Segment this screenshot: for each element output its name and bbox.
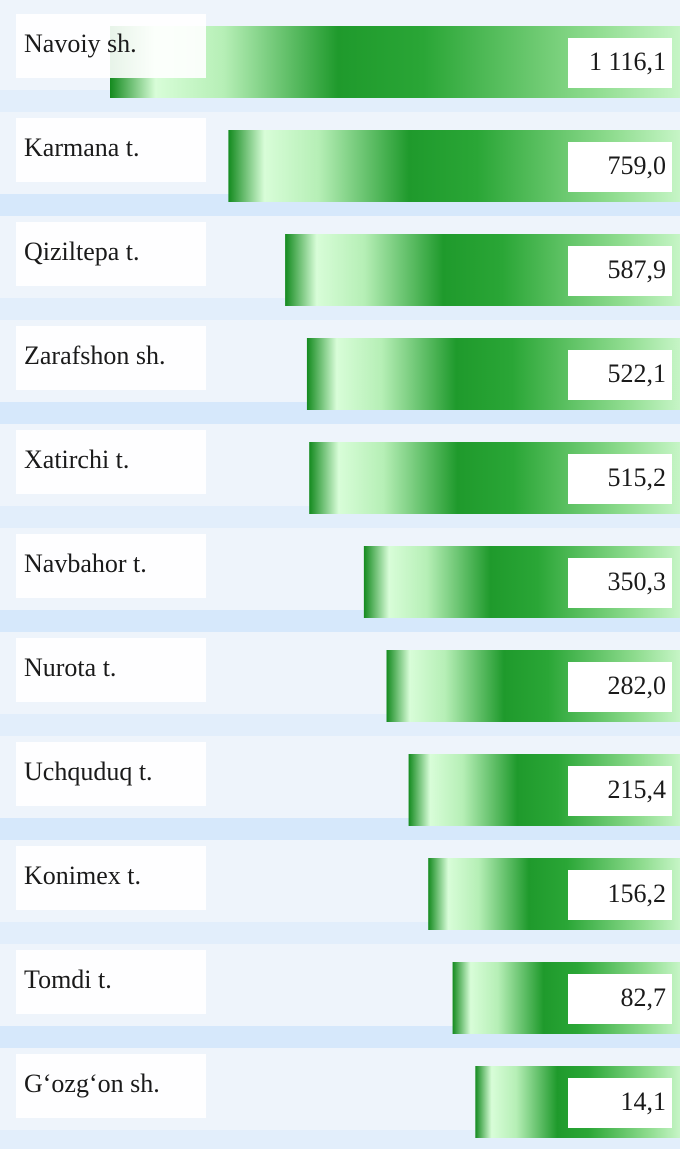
value-label: 82,7 (621, 983, 667, 1012)
value-label: 14,1 (621, 1087, 667, 1116)
value-box (568, 1078, 672, 1128)
label-box (16, 534, 206, 598)
value-box (568, 350, 672, 400)
category-label: Uchquduq t. (24, 757, 153, 786)
category-label: Konimex t. (24, 861, 141, 890)
value-box (568, 558, 672, 608)
category-label: Xatirchi t. (24, 445, 129, 474)
value-label: 350,3 (608, 567, 667, 596)
value-box (568, 142, 672, 192)
value-label: 759,0 (608, 151, 667, 180)
label-box (16, 222, 206, 286)
category-label: Zarafshon sh. (24, 341, 166, 370)
value-label: 282,0 (608, 671, 667, 700)
label-box (16, 846, 206, 910)
value-box (568, 974, 672, 1024)
value-box (568, 662, 672, 712)
category-label: Tomdi t. (24, 965, 112, 994)
value-label: 1 116,1 (589, 47, 666, 76)
label-box (16, 950, 206, 1014)
category-label: Nurota t. (24, 653, 116, 682)
value-box (568, 454, 672, 504)
value-label: 215,4 (608, 775, 667, 804)
label-box (16, 1054, 206, 1118)
category-label: Navoiy sh. (24, 29, 137, 58)
label-box (16, 326, 206, 390)
value-box (568, 246, 672, 296)
value-label: 522,1 (608, 359, 667, 388)
value-box (568, 38, 672, 88)
category-label: Navbahor t. (24, 549, 147, 578)
label-box (16, 14, 206, 78)
label-box (16, 638, 206, 702)
value-box (568, 870, 672, 920)
label-box (16, 430, 206, 494)
value-label: 587,9 (608, 255, 667, 284)
category-label: Karmana t. (24, 133, 140, 162)
value-box (568, 766, 672, 816)
value-label: 156,2 (608, 879, 667, 908)
category-label: Qiziltepa t. (24, 237, 140, 266)
label-box (16, 742, 206, 806)
value-label: 515,2 (608, 463, 667, 492)
label-box (16, 118, 206, 182)
category-label: G‘ozg‘on sh. (24, 1069, 160, 1098)
